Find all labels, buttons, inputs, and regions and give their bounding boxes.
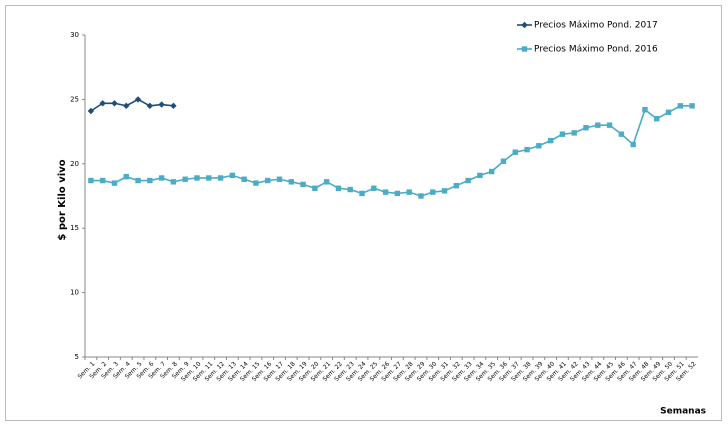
data-point (146, 102, 154, 110)
data-point (630, 141, 636, 148)
data-point (217, 175, 224, 181)
y-tick-label: 15 (70, 224, 79, 232)
data-point (206, 175, 212, 181)
data-point (288, 179, 294, 185)
data-point (654, 116, 660, 122)
data-point (359, 190, 365, 197)
data-point (300, 181, 306, 188)
y-axis-title: $ por Kilo vivo (57, 159, 68, 240)
data-point (430, 189, 436, 195)
data-point (524, 146, 530, 153)
data-point (335, 185, 342, 191)
data-point (489, 168, 495, 175)
data-point (512, 149, 518, 155)
data-point (194, 175, 200, 181)
y-tick-label: 10 (70, 289, 79, 297)
data-point (406, 189, 412, 195)
data-point (477, 172, 483, 179)
data-point (347, 186, 353, 193)
data-point (312, 185, 318, 191)
data-point (229, 172, 236, 179)
data-point (453, 182, 460, 189)
data-point (618, 131, 625, 137)
data-point (123, 173, 129, 180)
y-tick-label: 20 (70, 160, 79, 168)
data-point (665, 109, 672, 115)
y-tick-label: 30 (70, 31, 79, 39)
data-point (595, 122, 601, 128)
data-point (182, 176, 188, 182)
series-line (90, 105, 693, 197)
data-point (606, 122, 613, 128)
data-point (465, 177, 471, 184)
data-point (158, 101, 165, 108)
data-point (689, 103, 695, 109)
y-tick-label: 5 (75, 353, 79, 361)
data-point (111, 100, 118, 107)
data-point (323, 179, 330, 185)
data-point (87, 107, 95, 115)
data-point (583, 125, 589, 131)
data-point (99, 177, 106, 184)
legend-marker (521, 21, 528, 29)
data-point (500, 158, 507, 164)
data-point (276, 176, 283, 182)
data-point (441, 188, 448, 194)
legend-label: Precios Máximo Pond. 2017 (534, 21, 658, 31)
data-point (547, 137, 554, 144)
data-point (88, 177, 94, 184)
data-point (371, 185, 377, 191)
data-point (158, 175, 165, 181)
data-point (147, 177, 153, 184)
data-point (394, 190, 401, 197)
data-point (559, 131, 566, 137)
legend-marker (521, 46, 528, 52)
data-point (123, 102, 130, 110)
data-point (241, 176, 247, 182)
chart-frame (5, 5, 722, 421)
x-axis-title: Semanas (660, 407, 706, 417)
data-point (642, 107, 648, 113)
data-point (536, 143, 542, 149)
data-point (134, 96, 142, 103)
data-point (170, 102, 177, 110)
data-point (571, 130, 577, 136)
data-point (418, 193, 424, 199)
data-point (111, 180, 118, 186)
data-point (253, 180, 259, 186)
data-point (265, 177, 271, 184)
data-point (170, 179, 177, 185)
data-point (135, 177, 141, 184)
data-point (99, 100, 106, 107)
data-point (677, 103, 684, 109)
data-point (382, 189, 389, 195)
legend-label: Precios Máximo Pond. 2016 (534, 45, 658, 55)
y-tick-label: 25 (70, 95, 79, 103)
